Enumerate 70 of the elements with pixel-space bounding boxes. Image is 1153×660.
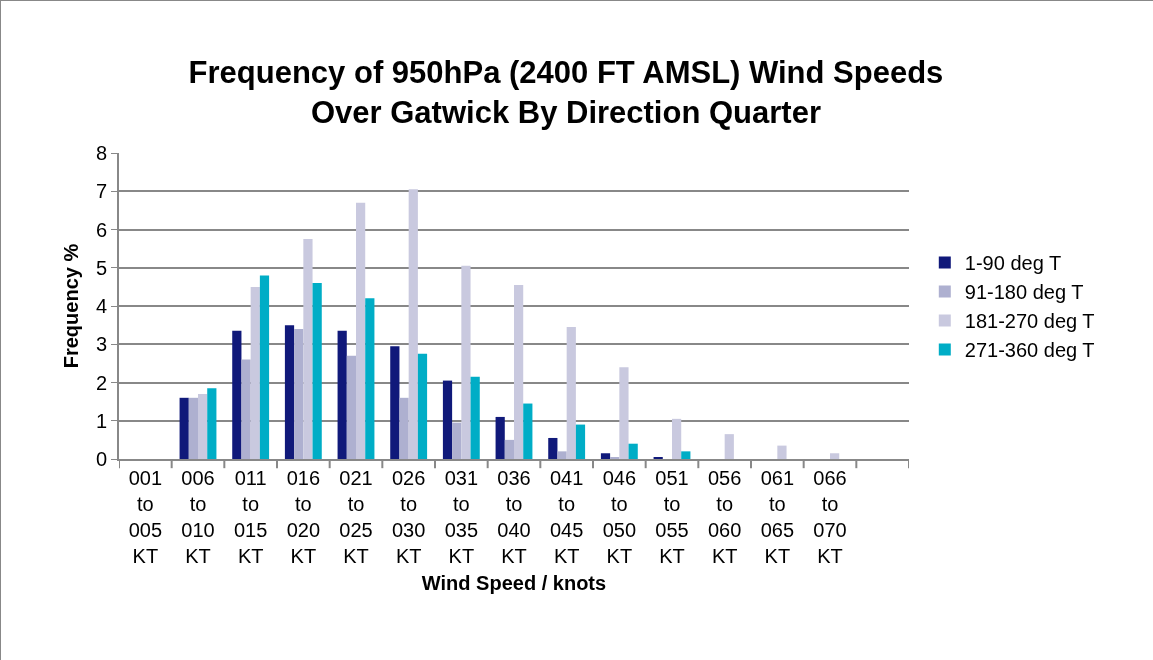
bar (346, 355, 356, 459)
x-tick-label: 011 to 015 KT (233, 467, 268, 567)
y-tick-label: 7 (95, 180, 107, 203)
bar (600, 453, 611, 459)
y-tick-label: 2 (95, 371, 107, 394)
bar (259, 275, 270, 459)
bar (566, 327, 576, 459)
x-tick-label: 061 to 065 KT (760, 467, 795, 567)
bar (284, 325, 295, 459)
x-tick-label: 016 to 020 KT (286, 467, 321, 567)
x-tick-label: 046 to 050 KT (602, 467, 637, 567)
bar (461, 265, 471, 459)
bar (365, 298, 375, 459)
bar (628, 443, 638, 459)
bar (557, 451, 567, 459)
x-tick-label: 051 to 055 KT (655, 467, 689, 567)
y-tick-label: 4 (95, 295, 107, 317)
y-tick-label: 0 (95, 448, 107, 470)
x-axis-title: Wind Speed / knots (421, 572, 607, 594)
x-tick-label: 001 to 005 KT (128, 467, 163, 567)
x-tick-label: 041 to 045 KT (549, 467, 584, 567)
bar (417, 353, 428, 459)
bar (188, 397, 198, 459)
bar (337, 330, 347, 459)
bar (442, 380, 453, 459)
bar (523, 403, 533, 459)
bar (356, 202, 366, 459)
y-tick-label: 1 (95, 409, 107, 432)
bar (303, 239, 313, 459)
x-tick-label: 056 to 060 KT (707, 467, 742, 567)
y-tick-label: 6 (95, 218, 107, 241)
bar (179, 397, 189, 459)
x-tick-label: 026 to 030 KT (391, 467, 426, 567)
bar (514, 284, 524, 459)
bar (724, 434, 734, 459)
legend-label: 181-270 deg T (964, 310, 1095, 333)
bar (241, 359, 251, 459)
bar (390, 346, 400, 459)
bar (250, 286, 260, 459)
bar (452, 422, 462, 459)
x-tick-label: 066 to 070 KT (813, 467, 847, 567)
bar (575, 424, 586, 459)
legend-label: 1-90 deg T (964, 252, 1062, 275)
bar (830, 453, 840, 459)
y-axis-title: Frequency % (59, 243, 82, 369)
bar (548, 437, 558, 459)
legend-label: 271-360 deg T (964, 339, 1095, 362)
y-tick-label: 3 (95, 333, 107, 356)
x-tick-label: 021 to 025 KT (339, 467, 373, 567)
y-tick-label: 5 (95, 256, 107, 279)
bar (470, 376, 480, 459)
bar (232, 330, 242, 459)
x-tick-label: 031 to 035 KT (444, 467, 479, 567)
bar (681, 451, 691, 459)
bar (504, 439, 514, 459)
bar (198, 393, 208, 459)
bar (777, 445, 787, 459)
bar (619, 367, 629, 459)
legend-label: 91-180 deg T (964, 281, 1084, 304)
bar (207, 388, 217, 459)
bar (399, 397, 409, 459)
chart-title: Frequency of 950hPa (2400 FT AMSL) Wind Speeds Over Gatwick By Direction Quarter (188, 54, 944, 131)
x-tick-label: 036 to 040 KT (497, 467, 531, 567)
bar (294, 328, 304, 459)
bar (312, 283, 322, 459)
x-tick-label: 006 to 010 KT (181, 467, 215, 567)
bar (408, 189, 418, 459)
bar (672, 418, 682, 459)
y-tick-label: 8 (95, 142, 107, 164)
bar (495, 416, 505, 459)
